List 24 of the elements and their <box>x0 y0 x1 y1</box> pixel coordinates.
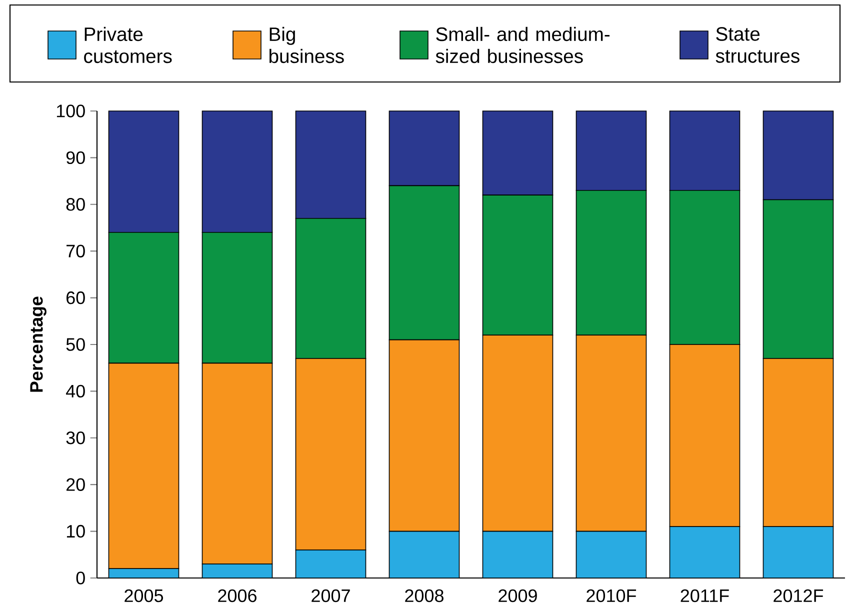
y-tick-label: 80 <box>66 198 85 211</box>
y-tick-label: 0 <box>76 572 85 584</box>
y-tick-label: 40 <box>66 384 85 398</box>
y-tick-label: 70 <box>66 244 85 258</box>
y-tick-label: 50 <box>66 338 85 351</box>
y-tick-label: 90 <box>66 151 85 164</box>
x-tick-label: 2012F <box>774 589 824 602</box>
y-axis-title: Percentage <box>30 296 46 392</box>
x-tick-label: 2007 <box>312 589 350 602</box>
x-tick-label: 2008 <box>405 589 444 602</box>
legend-label: Small- and medium-sized businesses <box>436 26 610 64</box>
legend-label: State structures <box>716 27 800 63</box>
y-tick-label: 60 <box>66 291 85 304</box>
y-tick-label: 10 <box>66 524 85 538</box>
x-tick-label: 2006 <box>218 589 256 602</box>
legend-label: Private customers <box>84 26 172 64</box>
x-tick-label: 2009 <box>498 589 537 602</box>
x-tick-label: 2005 <box>124 589 164 602</box>
legend-label: Big business <box>270 26 344 64</box>
x-tick-label: 2011F <box>680 589 729 602</box>
y-tick-label: 30 <box>66 432 85 444</box>
y-tick-label: 100 <box>56 104 85 118</box>
y-tick-label: 20 <box>66 478 85 491</box>
x-tick-label: 2010F <box>586 589 636 602</box>
